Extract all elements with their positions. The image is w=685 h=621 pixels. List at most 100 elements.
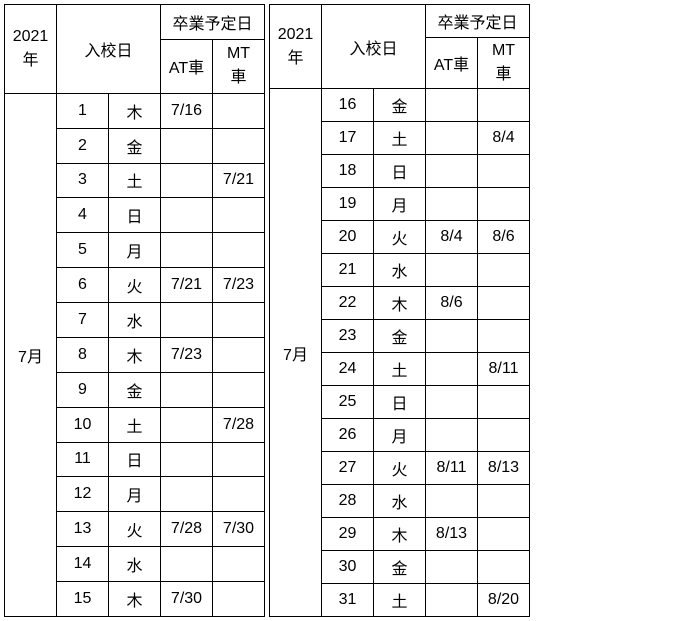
day-number: 18 (322, 155, 374, 188)
grad-date-mt (213, 547, 265, 582)
grad-date-at (161, 407, 213, 442)
day-number: 7 (57, 303, 109, 338)
grad-date-at: 8/6 (426, 287, 478, 320)
grad-date-mt (478, 551, 530, 584)
weekday: 水 (109, 303, 161, 338)
weekday: 土 (374, 353, 426, 386)
day-number: 27 (322, 452, 374, 485)
day-number: 3 (57, 163, 109, 198)
weekday: 月 (109, 477, 161, 512)
day-number: 10 (57, 407, 109, 442)
weekday: 木 (374, 287, 426, 320)
grad-date-at (426, 386, 478, 419)
day-number: 31 (322, 584, 374, 617)
weekday: 木 (109, 337, 161, 372)
grad-date-mt (213, 582, 265, 617)
weekday: 日 (374, 155, 426, 188)
grad-date-mt (478, 155, 530, 188)
grad-date-mt: 8/6 (478, 221, 530, 254)
day-number: 15 (57, 582, 109, 617)
day-number: 19 (322, 188, 374, 221)
grad-date-mt (478, 386, 530, 419)
grad-date-at (161, 198, 213, 233)
year-header: 2021年 (270, 5, 322, 89)
grad-date-at (426, 89, 478, 122)
grad-date-at (426, 584, 478, 617)
grad-date-mt (478, 518, 530, 551)
grad-date-mt: 8/20 (478, 584, 530, 617)
grad-date-mt (213, 442, 265, 477)
day-number: 11 (57, 442, 109, 477)
day-number: 4 (57, 198, 109, 233)
grad-date-at (426, 188, 478, 221)
weekday: 木 (374, 518, 426, 551)
day-number: 20 (322, 221, 374, 254)
weekday: 土 (109, 163, 161, 198)
day-number: 29 (322, 518, 374, 551)
grad-date-at (161, 547, 213, 582)
grad-date-mt: 7/23 (213, 268, 265, 303)
grad-header: 卒業予定日 (161, 5, 265, 40)
day-number: 1 (57, 93, 109, 128)
grad-date-mt (478, 188, 530, 221)
day-number: 8 (57, 337, 109, 372)
grad-date-mt (213, 198, 265, 233)
day-number: 2 (57, 128, 109, 163)
weekday: 土 (374, 584, 426, 617)
mt-header: MT車 (478, 38, 530, 89)
weekday: 金 (109, 372, 161, 407)
grad-date-at (161, 163, 213, 198)
day-number: 16 (322, 89, 374, 122)
day-number: 13 (57, 512, 109, 547)
weekday: 金 (374, 320, 426, 353)
grad-date-at (426, 419, 478, 452)
grad-date-at (161, 477, 213, 512)
grad-date-at (426, 353, 478, 386)
weekday: 木 (109, 582, 161, 617)
weekday: 月 (374, 188, 426, 221)
header-row-1: 2021年 入校日 卒業予定日 (5, 5, 265, 40)
grad-date-at: 8/11 (426, 452, 478, 485)
day-number: 25 (322, 386, 374, 419)
grad-date-mt: 8/4 (478, 122, 530, 155)
weekday: 月 (374, 419, 426, 452)
grad-date-mt: 7/28 (213, 407, 265, 442)
grad-date-at: 7/28 (161, 512, 213, 547)
grad-date-mt (478, 254, 530, 287)
at-header: AT車 (426, 38, 478, 89)
grad-date-at (161, 128, 213, 163)
grad-date-mt (478, 89, 530, 122)
day-number: 9 (57, 372, 109, 407)
weekday: 土 (374, 122, 426, 155)
weekday: 日 (109, 442, 161, 477)
header-row-1: 2021年 入校日 卒業予定日 (270, 5, 530, 38)
grad-date-mt: 7/21 (213, 163, 265, 198)
day-number: 22 (322, 287, 374, 320)
weekday: 日 (374, 386, 426, 419)
grad-date-mt: 8/13 (478, 452, 530, 485)
grad-date-mt (213, 93, 265, 128)
grad-date-at (426, 485, 478, 518)
day-number: 12 (57, 477, 109, 512)
weekday: 月 (109, 233, 161, 268)
grad-date-at: 7/21 (161, 268, 213, 303)
weekday: 水 (109, 547, 161, 582)
grad-date-mt: 7/30 (213, 512, 265, 547)
grad-date-at (426, 254, 478, 287)
grad-date-at (426, 551, 478, 584)
grad-date-at: 7/30 (161, 582, 213, 617)
day-number: 23 (322, 320, 374, 353)
table-row: 7月1木7/16 (5, 93, 265, 128)
weekday: 火 (109, 268, 161, 303)
weekday: 水 (374, 485, 426, 518)
grad-date-mt (478, 419, 530, 452)
grad-date-at: 8/13 (426, 518, 478, 551)
day-number: 21 (322, 254, 374, 287)
weekday: 水 (374, 254, 426, 287)
grad-date-at (161, 303, 213, 338)
month-label: 7月 (5, 93, 57, 616)
grad-date-at: 7/16 (161, 93, 213, 128)
grad-date-at (161, 372, 213, 407)
grad-date-mt (478, 287, 530, 320)
schedule-table-right: 2021年 入校日 卒業予定日 AT車 MT車 7月16金17土8/418日19… (269, 4, 530, 617)
